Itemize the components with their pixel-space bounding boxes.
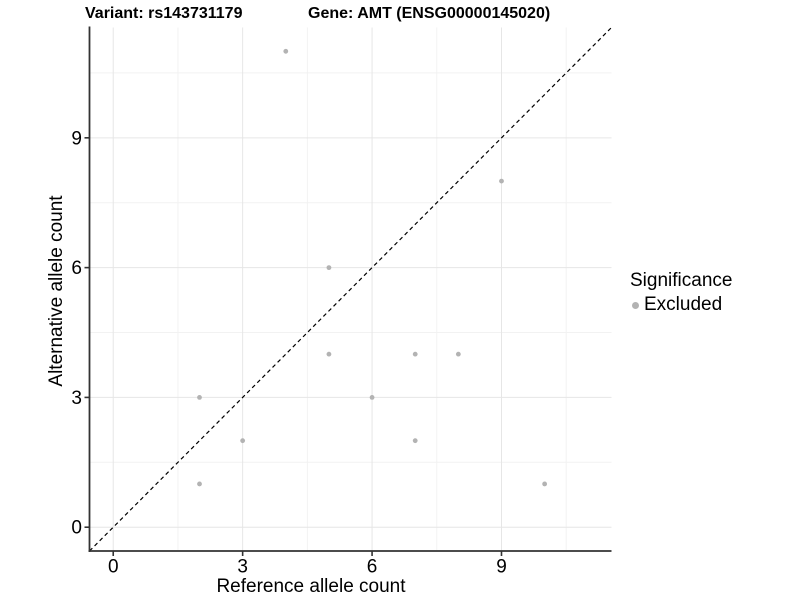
x-tick-label: 6 bbox=[367, 557, 378, 578]
x-tick-label: 0 bbox=[108, 557, 119, 578]
data-point bbox=[326, 351, 332, 357]
y-tick-label: 6 bbox=[71, 258, 82, 279]
data-point bbox=[197, 481, 202, 487]
y-tick-label: 0 bbox=[71, 518, 82, 539]
data-point bbox=[283, 48, 289, 54]
gene-title: Gene: AMT (ENSG00000145020) bbox=[308, 5, 551, 22]
data-point bbox=[542, 481, 548, 487]
data-point bbox=[455, 351, 461, 357]
legend-title: Significance bbox=[630, 270, 733, 291]
data-point bbox=[412, 438, 418, 444]
identity-line bbox=[89, 27, 612, 552]
excluded-dot-icon bbox=[632, 301, 639, 309]
x-tick-label: 9 bbox=[496, 557, 507, 578]
y-tick-label: 9 bbox=[71, 128, 82, 149]
legend: Significance Excluded bbox=[630, 270, 732, 316]
variant-title: Variant: rs143731179 bbox=[85, 5, 243, 22]
legend-item-label: Excluded bbox=[644, 294, 723, 315]
data-point bbox=[197, 395, 202, 400]
x-axis-title: Reference allele count bbox=[216, 576, 406, 597]
x-tick-label: 3 bbox=[237, 557, 248, 578]
y-axis-title: Alternative allele count bbox=[46, 195, 67, 387]
data-point bbox=[369, 395, 375, 400]
data-point bbox=[240, 438, 246, 444]
y-tick-label: 3 bbox=[71, 388, 82, 409]
legend-item-excluded: Excluded bbox=[632, 294, 732, 316]
data-point bbox=[499, 178, 504, 184]
data-point bbox=[412, 351, 418, 357]
data-point bbox=[326, 265, 332, 271]
